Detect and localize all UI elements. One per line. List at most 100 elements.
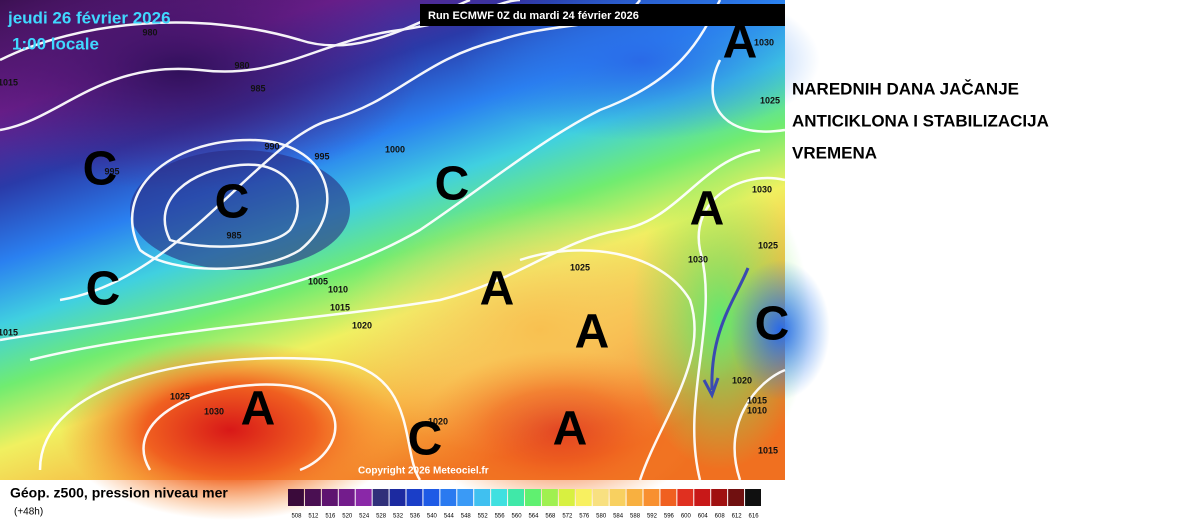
- isobar-label: 1020: [352, 320, 372, 330]
- isobar-label: 1030: [754, 37, 774, 47]
- isobar-label: 1025: [170, 391, 190, 401]
- annotation: NAREDNIH DANA JAČANJE ANTICIKLONA I STABI…: [792, 79, 1049, 162]
- isobar-label: 1015: [0, 77, 18, 87]
- isobar-label: 1030: [204, 406, 224, 416]
- isobar-label: 1025: [760, 95, 780, 105]
- pressure-center: A: [553, 403, 588, 456]
- isobar-label: 1025: [758, 240, 778, 250]
- scale-swatch: [711, 489, 728, 506]
- scale-swatch: [288, 489, 304, 506]
- valid-time: 1:00 locale: [12, 34, 99, 53]
- isobar-label: 985: [226, 230, 241, 240]
- isobar-label: 1005: [308, 276, 328, 286]
- run-info: Run ECMWF 0Z du mardi 24 février 2026: [428, 10, 639, 22]
- isobar-label: 1030: [752, 184, 772, 194]
- scale-label: 536: [410, 514, 421, 520]
- copyright: Copyright 2026 Meteociel.fr: [358, 466, 489, 477]
- scale-swatch: [677, 489, 694, 506]
- scale-label: 528: [376, 514, 387, 520]
- scale-swatch: [575, 489, 592, 506]
- scale-label: 576: [579, 514, 590, 520]
- scale-swatch: [728, 489, 745, 506]
- scale-label: 516: [325, 514, 336, 520]
- scale-swatch: [643, 489, 660, 506]
- scale-label: 612: [732, 514, 743, 520]
- valid-date: jeudi 26 février 2026: [7, 8, 171, 27]
- pressure-center: A: [690, 183, 725, 236]
- map: Run ECMWF 0Z du mardi 24 février 2026 je…: [0, 0, 830, 520]
- scale-label: 524: [359, 514, 370, 520]
- scale-label: 520: [342, 514, 353, 520]
- scale-swatch: [508, 489, 524, 506]
- scale-label: 608: [715, 514, 726, 520]
- scale-swatch: [525, 489, 541, 506]
- scale-swatch: [423, 489, 440, 506]
- scale-swatch: [660, 489, 677, 506]
- scale-swatch: [491, 489, 508, 506]
- scale-swatch: [389, 489, 406, 506]
- annotation-line: VREMENA: [792, 143, 877, 162]
- lead-time: (+48h): [14, 507, 43, 518]
- scale-label: 508: [291, 514, 302, 520]
- scale-swatch: [457, 489, 474, 506]
- scale-label: 580: [596, 514, 607, 520]
- scale-swatch: [321, 489, 338, 506]
- legend-title: Géop. z500, pression niveau mer: [10, 485, 228, 501]
- pressure-center: C: [435, 158, 470, 211]
- isobar-label: 985: [250, 83, 265, 93]
- scale-label: 616: [749, 514, 760, 520]
- pressure-center: C: [83, 143, 118, 196]
- scale-label: 544: [444, 514, 455, 520]
- annotation-line: ANTICIKLONA I STABILIZACIJA: [792, 111, 1049, 130]
- isobar-label: 1020: [428, 416, 448, 426]
- scale-label: 552: [478, 514, 489, 520]
- scale-swatch: [338, 489, 355, 506]
- isobar-label: 1000: [385, 144, 405, 154]
- isobar-label: 1010: [328, 284, 348, 294]
- scale-swatch: [694, 489, 711, 506]
- isobar-label: 1025: [570, 262, 590, 272]
- scale-label: 564: [528, 514, 539, 520]
- legend: Géop. z500, pression niveau mer (+48h) 5…: [10, 485, 761, 520]
- scale-label: 568: [545, 514, 556, 520]
- pressure-center: C: [86, 263, 121, 316]
- scale-label: 588: [630, 514, 641, 520]
- isobar-label: 980: [142, 27, 157, 37]
- isobar-label: 990: [264, 141, 279, 151]
- pressure-center: A: [480, 263, 515, 316]
- isobar-label: 1015: [0, 327, 18, 337]
- isobar-label: 1010: [747, 405, 767, 415]
- scale-label: 560: [512, 514, 523, 520]
- scale-swatch: [541, 489, 558, 506]
- scale-label: 548: [461, 514, 472, 520]
- scale-label: 592: [647, 514, 658, 520]
- scale-label: 512: [308, 514, 319, 520]
- scale-label: 532: [393, 514, 404, 520]
- pressure-center: C: [215, 176, 250, 229]
- scale-swatch: [304, 489, 321, 506]
- pressure-center: A: [241, 383, 276, 436]
- isobar-label: 1020: [732, 375, 752, 385]
- scale-label: 556: [495, 514, 506, 520]
- isobar-label: 1015: [758, 445, 778, 455]
- scale-label: 572: [562, 514, 573, 520]
- scale-label: 596: [664, 514, 675, 520]
- scale-swatch: [626, 489, 643, 506]
- pressure-center: A: [575, 306, 610, 359]
- scale-label: 584: [613, 514, 624, 520]
- scale-swatch: [355, 489, 372, 506]
- annotation-line: NAREDNIH DANA JAČANJE: [792, 79, 1019, 98]
- pressure-center: C: [408, 413, 443, 466]
- scale-label: 600: [681, 514, 692, 520]
- scale-swatch: [406, 489, 423, 506]
- pressure-center: C: [755, 298, 790, 351]
- scale-swatch: [745, 489, 761, 506]
- isobar-label: 1030: [688, 254, 708, 264]
- pressure-center: A: [723, 16, 758, 69]
- scale-swatch: [372, 489, 389, 506]
- scale-swatch: [474, 489, 491, 506]
- run-banner: [420, 4, 785, 26]
- isobar-label: 995: [314, 151, 329, 161]
- isobar-label: 1015: [330, 302, 350, 312]
